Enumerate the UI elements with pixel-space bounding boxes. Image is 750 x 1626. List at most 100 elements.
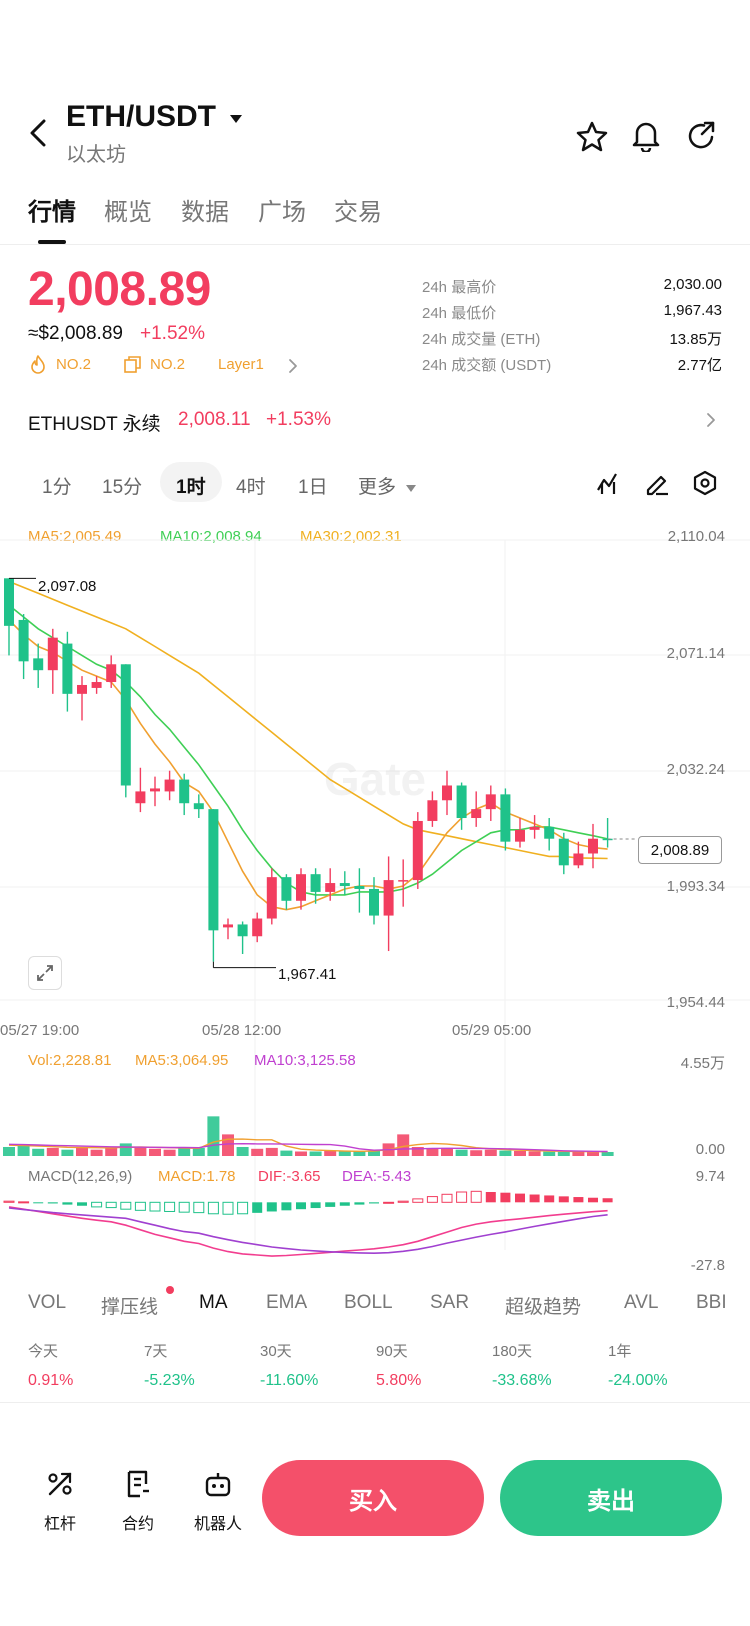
perf-label: 1年 (608, 1343, 632, 1360)
timeframe-4h[interactable]: 4时 (236, 477, 266, 498)
legend-macd-label: MACD(12,26,9) (28, 1168, 133, 1185)
performance-divider (0, 1402, 750, 1403)
candle-body (193, 803, 204, 810)
sell-button[interactable]: 卖出 (500, 1460, 722, 1536)
tab-data[interactable]: 数据 (181, 199, 229, 226)
candle-body (456, 785, 467, 819)
volume-bar (601, 1151, 614, 1156)
volume-bar (295, 1151, 307, 1156)
lever-button[interactable] (36, 1470, 84, 1540)
tab-square[interactable]: 广场 (258, 199, 306, 226)
indicator-tab-bbi[interactable]: BBI (696, 1292, 727, 1313)
current-price-tag: 2,008.89 (638, 836, 722, 864)
bot-label[interactable]: 机器人 (193, 1516, 242, 1533)
macd-bar (573, 1197, 584, 1203)
candle-body (442, 785, 452, 801)
indicator-tab-supertrend[interactable]: 超级趋势 (505, 1297, 582, 1318)
volume-bar (192, 1147, 205, 1156)
lever-icon (46, 1470, 74, 1503)
legend-vol-ma10: MA10:3,125.58 (254, 1052, 356, 1069)
legend-ma5: MA5:2,005.49 (28, 528, 122, 545)
indicator-tab-ma[interactable]: MA (199, 1292, 228, 1313)
pair-title[interactable]: ETH/USDT (66, 100, 216, 133)
macd-bar (91, 1201, 103, 1208)
candle-body (485, 794, 496, 810)
new-dot-badge (166, 1286, 174, 1294)
tab-market[interactable]: 行情 (28, 199, 76, 226)
expand-button[interactable] (28, 956, 62, 990)
draw-icon[interactable] (644, 470, 670, 501)
bell-icon[interactable] (630, 118, 662, 157)
volume-bar (324, 1150, 337, 1156)
perp-chevron-icon[interactable] (706, 412, 716, 433)
candle-body (310, 874, 321, 892)
contract-label[interactable]: 合约 (121, 1516, 154, 1533)
candle-body (325, 883, 336, 892)
volume-bar (222, 1134, 234, 1156)
volume-bar (484, 1149, 497, 1156)
lever-label[interactable]: 杠杆 (43, 1516, 76, 1533)
macd-bar (602, 1198, 613, 1203)
indicator-tab-support[interactable]: 撑压线 (101, 1297, 159, 1318)
rank-tag-cap[interactable]: NO.2 (150, 356, 186, 373)
legend-vol: Vol:2,228.81 (28, 1052, 112, 1069)
indicator-icon[interactable] (596, 470, 622, 501)
rank-tag-hot[interactable]: NO.2 (56, 356, 92, 373)
share-icon[interactable] (686, 120, 718, 157)
settings-icon[interactable] (692, 470, 718, 501)
timeframe-1h[interactable]: 1时 (176, 477, 206, 498)
candle-body (237, 924, 248, 937)
indicator-tab-sar[interactable]: SAR (430, 1292, 470, 1313)
tab-trade[interactable]: 交易 (334, 199, 382, 226)
macd-bar (544, 1195, 555, 1203)
volume-bar (470, 1150, 483, 1156)
candle-body (529, 826, 540, 830)
pair-dropdown-icon[interactable] (228, 112, 244, 130)
timeframe-1m[interactable]: 1分 (42, 477, 72, 498)
buy-label: 买入 (349, 1487, 397, 1515)
ma10-line (8, 604, 608, 896)
macd-axis-label: 9.74 (695, 1168, 725, 1185)
price-axis-label: 2,110.04 (667, 528, 725, 545)
macd-bar (383, 1201, 395, 1204)
candle-body (281, 877, 292, 901)
time-axis-label: 05/29 05:00 (452, 1022, 532, 1039)
price-axis-label: 1,993.34 (666, 878, 725, 895)
volume-bar (46, 1147, 59, 1156)
contract-button[interactable] (114, 1470, 162, 1540)
candle-body (427, 800, 438, 821)
candlestick-chart[interactable]: Gate (0, 510, 750, 1270)
perp-name: ETHUSDT 永续 (28, 414, 161, 435)
macd-bar (325, 1202, 336, 1207)
indicator-tab-vol[interactable]: VOL (28, 1292, 67, 1313)
volume-bar (353, 1151, 366, 1156)
macd-bar (149, 1201, 161, 1212)
more-dropdown-icon[interactable] (405, 480, 417, 498)
macd-bar (164, 1201, 176, 1212)
indicator-tab-ema[interactable]: EMA (266, 1292, 308, 1313)
macd-bar (412, 1198, 424, 1203)
volume-bar (251, 1148, 264, 1156)
back-icon[interactable] (26, 118, 52, 148)
timeframe-1d[interactable]: 1日 (298, 477, 328, 498)
macd-bar (207, 1201, 219, 1215)
chevron-right-icon[interactable] (288, 358, 298, 379)
volume-bar (455, 1149, 468, 1156)
timeframe-15m[interactable]: 15分 (102, 477, 143, 498)
macd-bar (178, 1201, 190, 1213)
buy-button[interactable]: 买入 (262, 1460, 484, 1536)
star-icon[interactable] (576, 120, 608, 157)
indicator-tab-avl[interactable]: AVL (624, 1292, 659, 1313)
timeframe-more[interactable]: 更多 (358, 477, 397, 498)
time-axis-label: 05/27 19:00 (0, 1022, 80, 1039)
tab-overview[interactable]: 概览 (104, 199, 152, 226)
legend-vol-ma5: MA5:3,064.95 (135, 1052, 229, 1069)
indicator-tab-boll[interactable]: BOLL (344, 1292, 393, 1313)
candle-body (588, 838, 598, 854)
high-marker-label: 2,097.08 (38, 578, 97, 595)
bot-button[interactable] (186, 1470, 250, 1540)
perf-label: 90天 (376, 1343, 408, 1360)
macd-bar (3, 1200, 15, 1203)
perf-label: 今天 (28, 1343, 59, 1360)
category-tag[interactable]: Layer1 (218, 356, 264, 373)
